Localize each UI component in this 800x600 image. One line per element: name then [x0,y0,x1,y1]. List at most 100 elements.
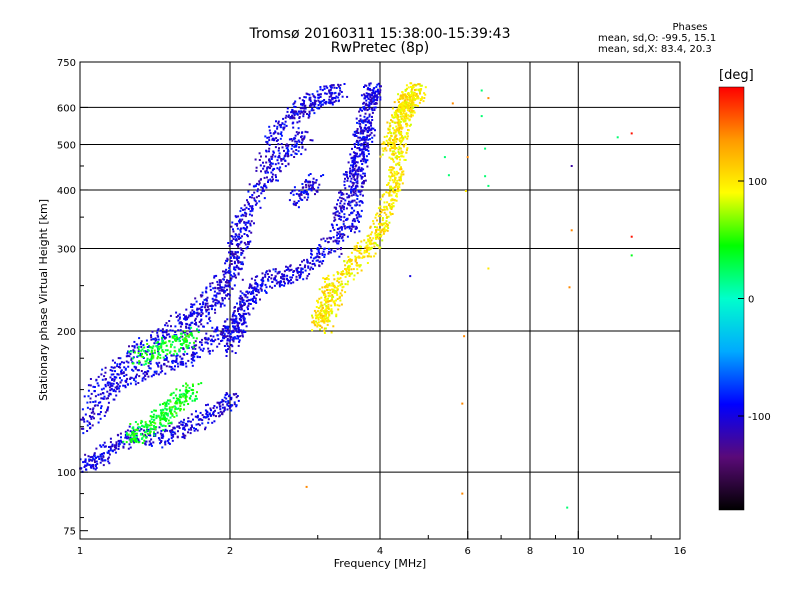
data-point [103,445,106,448]
data-point [349,175,351,178]
data-point [160,367,163,370]
data-point [238,243,241,246]
data-point [102,464,105,467]
data-point [237,251,239,254]
data-point [312,94,315,97]
data-point [153,342,156,345]
data-point [365,84,368,87]
data-point [180,347,183,349]
data-point [152,373,155,376]
data-point [286,110,289,113]
data-point [157,415,160,418]
data-point [355,214,358,217]
data-point [194,415,197,418]
data-point [125,379,128,382]
data-point [162,411,165,414]
data-point [225,268,228,271]
data-point [401,151,404,154]
data-point [370,231,373,234]
data-point [235,276,237,279]
data-point [238,235,241,238]
data-point [399,137,402,140]
data-point [89,397,92,400]
data-point [294,106,297,108]
data-point [181,361,184,363]
data-point [320,301,323,304]
data-point [175,352,178,355]
data-point [320,103,323,106]
data-point [317,324,320,326]
data-point [353,191,355,194]
data-point [334,99,337,102]
data-point [118,385,121,388]
data-point [339,191,342,194]
data-point [232,330,235,333]
data-point [238,221,241,224]
data-point [337,242,340,245]
data-point [345,207,348,210]
data-point [284,120,287,123]
data-point [317,318,320,321]
data-point [304,107,307,110]
data-point [266,166,269,169]
data-point [336,234,338,237]
data-point [191,353,193,356]
data-point [220,401,223,404]
data-point [325,317,328,320]
data-point [384,225,387,228]
data-point [321,254,324,256]
x-axis: 1 2 4 6 8 10 16 [77,531,686,557]
data-point [161,417,164,420]
data-point [353,188,356,191]
data-point [394,144,396,147]
data-point [386,225,389,228]
data-point [242,315,244,317]
data-point [630,254,633,257]
data-point [303,189,306,192]
data-point [339,226,342,229]
data-point [249,240,252,243]
data-point [317,248,320,251]
data-point [82,418,85,421]
data-point [273,284,276,287]
data-point [91,459,94,462]
data-point [111,445,114,448]
data-point [314,256,317,259]
data-point [395,128,398,131]
data-point [97,375,100,378]
data-point [344,177,346,180]
data-point [85,468,88,471]
data-point [135,373,138,376]
data-point [318,256,321,259]
data-point [236,395,239,397]
data-point [360,126,363,129]
data-point [295,144,298,147]
data-point [166,324,169,327]
data-point [193,427,195,430]
data-point [155,372,158,375]
data-point [82,416,84,419]
data-point [328,320,331,323]
data-point [406,135,409,138]
data-point [303,96,306,99]
data-point [336,203,338,206]
data-point [174,394,177,397]
data-point [96,382,99,385]
data-point [391,115,394,118]
data-point [191,425,193,428]
data-point [156,357,159,360]
data-point [82,432,85,435]
data-point [332,212,335,215]
data-point [173,431,176,434]
data-point [248,230,251,233]
data-point [396,117,399,120]
data-point [399,115,402,118]
data-point [287,150,290,153]
data-point [286,152,289,155]
data-point [179,389,181,392]
data-point [570,229,573,232]
data-point [153,425,155,427]
data-point [394,135,397,138]
stats-title: Phases [672,22,708,33]
data-point [346,261,349,264]
